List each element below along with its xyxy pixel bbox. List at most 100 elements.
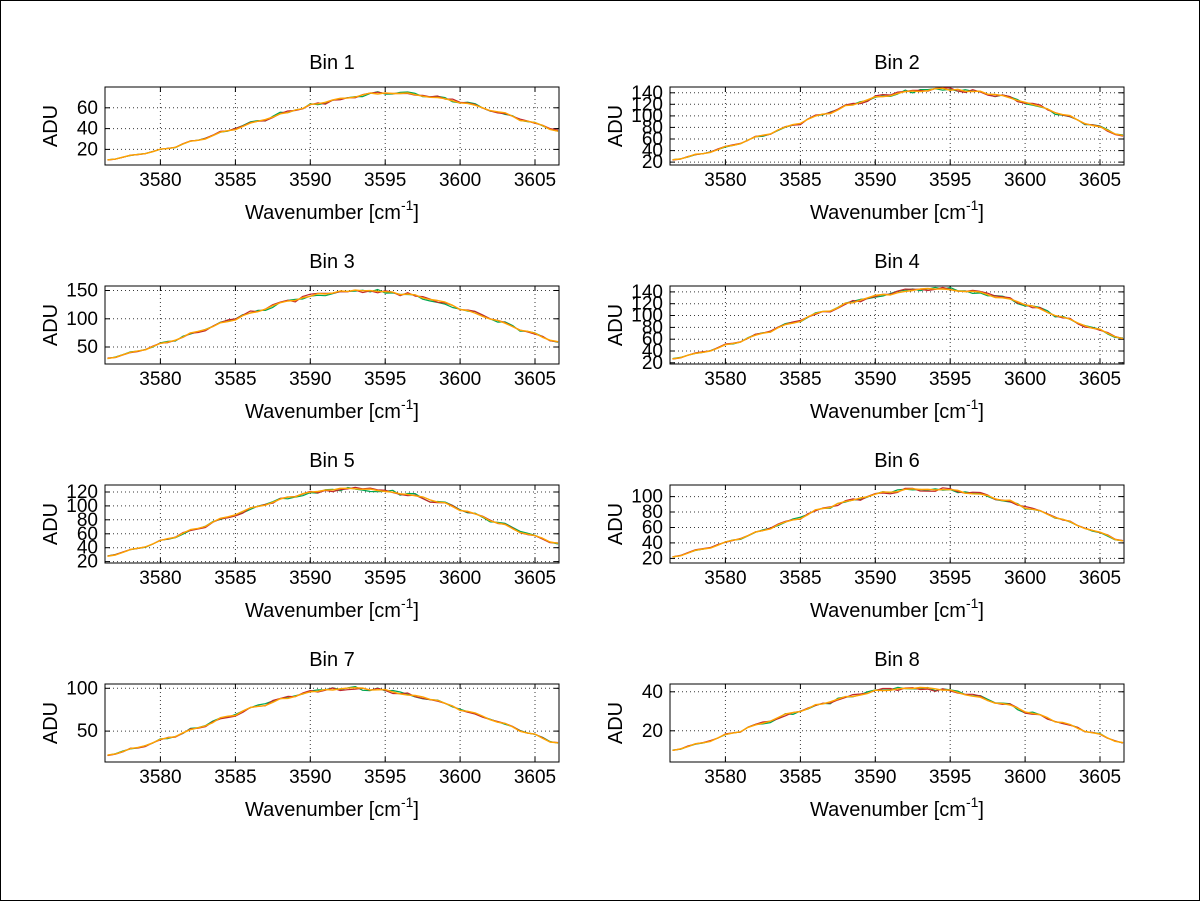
x-tick-label: 3595 xyxy=(929,568,971,589)
x-axis-label: Wavenumber [cm-1] xyxy=(810,794,984,821)
y-tick-label: 60 xyxy=(642,129,663,150)
x-tick-label: 3580 xyxy=(139,170,181,191)
subplot-bin-5: 3580 3585 3590 3595 3600 3605 20 40 60 80 100 120 Bi… xyxy=(17,437,582,636)
x-tick-label: 3605 xyxy=(514,369,556,390)
series-trace-1 xyxy=(672,487,1124,558)
series-group xyxy=(672,286,1124,360)
subplot-svg: 3580 3585 3590 3595 3600 3605 50 100 Bin 7 ADU Wav… xyxy=(40,649,560,821)
y-tick-label: 80 xyxy=(642,317,663,338)
x-tick-label: 3595 xyxy=(364,568,406,589)
y-axis-label: ADU xyxy=(40,702,62,744)
subplot-svg: 3580 3585 3590 3595 3600 3605 20 40 Bin 8 ADU Wave… xyxy=(605,649,1125,821)
x-tick-label: 3590 xyxy=(854,767,896,788)
x-axis-label: Wavenumber [cm-1] xyxy=(245,595,419,622)
x-axis-label: Wavenumber [cm-1] xyxy=(245,794,419,821)
subplot-bin-7: 3580 3585 3590 3595 3600 3605 50 100 Bin 7 ADU Wav… xyxy=(17,636,582,835)
y-tick-label: 50 xyxy=(77,721,98,742)
series-trace-1 xyxy=(672,87,1124,161)
subplot-svg: 3580 3585 3590 3595 3600 3605 2040608010012014… xyxy=(605,52,1125,224)
y-tick-label: 120 xyxy=(631,294,663,315)
x-tick-label: 3605 xyxy=(1079,170,1121,191)
subplot-title: Bin 7 xyxy=(309,649,355,671)
y-tick-label: 100 xyxy=(631,487,663,508)
x-tick-label: 3585 xyxy=(779,369,821,390)
x-tick-label: 3605 xyxy=(1079,568,1121,589)
x-tick-label: 3605 xyxy=(514,568,556,589)
series-trace-0 xyxy=(107,486,559,557)
subplot-bin-1: 3580 3585 3590 3595 3600 3605 20 40 60 Bin 1 ADU Wa… xyxy=(17,39,582,238)
series-trace-0 xyxy=(107,91,559,161)
series-trace-2 xyxy=(672,686,1124,752)
y-tick-label: 40 xyxy=(642,141,663,162)
plot-box xyxy=(669,484,1125,564)
subplot-title: Bin 3 xyxy=(309,251,355,273)
y-tick-label: 100 xyxy=(631,106,663,127)
y-tick-label: 120 xyxy=(66,482,98,503)
x-tick-label: 3580 xyxy=(704,170,746,191)
y-tick-label: 60 xyxy=(642,329,663,350)
y-tick-label: 100 xyxy=(631,306,663,327)
x-tick-label: 3580 xyxy=(139,369,181,390)
plot-box xyxy=(104,86,560,166)
y-tick-label: 20 xyxy=(77,139,98,160)
series-trace-1 xyxy=(107,687,559,757)
series-trace-0 xyxy=(672,686,1124,751)
y-tick-label: 40 xyxy=(77,119,98,140)
y-axis-label: ADU xyxy=(605,304,627,346)
y-tick-label: 20 xyxy=(642,548,663,569)
x-tick-label: 3590 xyxy=(289,767,331,788)
y-tick-label: 100 xyxy=(66,496,98,517)
x-tick-label: 3580 xyxy=(704,369,746,390)
subplot-title: Bin 8 xyxy=(874,649,920,671)
x-tick-label: 3600 xyxy=(1004,170,1046,191)
x-tick-label: 3600 xyxy=(1004,767,1046,788)
y-axis-label: ADU xyxy=(605,503,627,545)
subplot-bin-8: 3580 3585 3590 3595 3600 3605 20 40 Bin 8 ADU Wave… xyxy=(582,636,1147,835)
subplot-title: Bin 6 xyxy=(874,450,920,472)
y-tick-label: 80 xyxy=(642,117,663,138)
x-tick-label: 3600 xyxy=(439,369,481,390)
x-axis-label: Wavenumber [cm-1] xyxy=(810,197,984,224)
y-tick-label: 100 xyxy=(66,678,98,699)
subplot-bin-4: 3580 3585 3590 3595 3600 3605 20 40 60 80 100 120 14… xyxy=(582,238,1147,437)
series-trace-0 xyxy=(107,685,559,756)
x-tick-label: 3580 xyxy=(139,767,181,788)
x-tick-label: 3605 xyxy=(514,767,556,788)
x-tick-label: 3590 xyxy=(854,170,896,191)
x-tick-label: 3605 xyxy=(514,170,556,191)
series-trace-2 xyxy=(107,289,559,360)
y-tick-label: 80 xyxy=(642,502,663,523)
x-tick-label: 3595 xyxy=(929,369,971,390)
x-axis-label: Wavenumber [cm-1] xyxy=(810,595,984,622)
subplot-title: Bin 2 xyxy=(874,52,920,74)
y-tick-label: 20 xyxy=(642,353,663,374)
series-group xyxy=(107,685,559,757)
x-tick-label: 3605 xyxy=(1079,369,1121,390)
series-trace-2 xyxy=(672,287,1124,360)
y-tick-label: 140 xyxy=(631,83,663,104)
x-tick-label: 3600 xyxy=(1004,568,1046,589)
y-tick-label: 100 xyxy=(66,309,98,330)
y-tick-label: 50 xyxy=(77,337,98,358)
x-tick-label: 3590 xyxy=(854,568,896,589)
series-group xyxy=(672,487,1124,558)
series-group xyxy=(672,686,1124,752)
y-tick-label: 20 xyxy=(77,552,98,573)
x-tick-label: 3590 xyxy=(854,369,896,390)
series-trace-0 xyxy=(672,286,1124,360)
x-tick-label: 3585 xyxy=(214,767,256,788)
y-tick-label: 40 xyxy=(642,682,663,703)
series-trace-0 xyxy=(107,288,559,360)
x-tick-label: 3580 xyxy=(139,568,181,589)
x-tick-label: 3595 xyxy=(929,767,971,788)
series-trace-2 xyxy=(672,87,1124,161)
subplot-bin-6: 3580 3585 3590 3595 3600 3605 20 40 60 80 100 Bin 6… xyxy=(582,437,1147,636)
y-tick-label: 60 xyxy=(77,98,98,119)
x-tick-label: 3585 xyxy=(214,369,256,390)
y-axis-label: ADU xyxy=(40,304,62,346)
subplot-title: Bin 5 xyxy=(309,450,355,472)
series-group xyxy=(107,91,559,161)
x-tick-label: 3585 xyxy=(214,170,256,191)
